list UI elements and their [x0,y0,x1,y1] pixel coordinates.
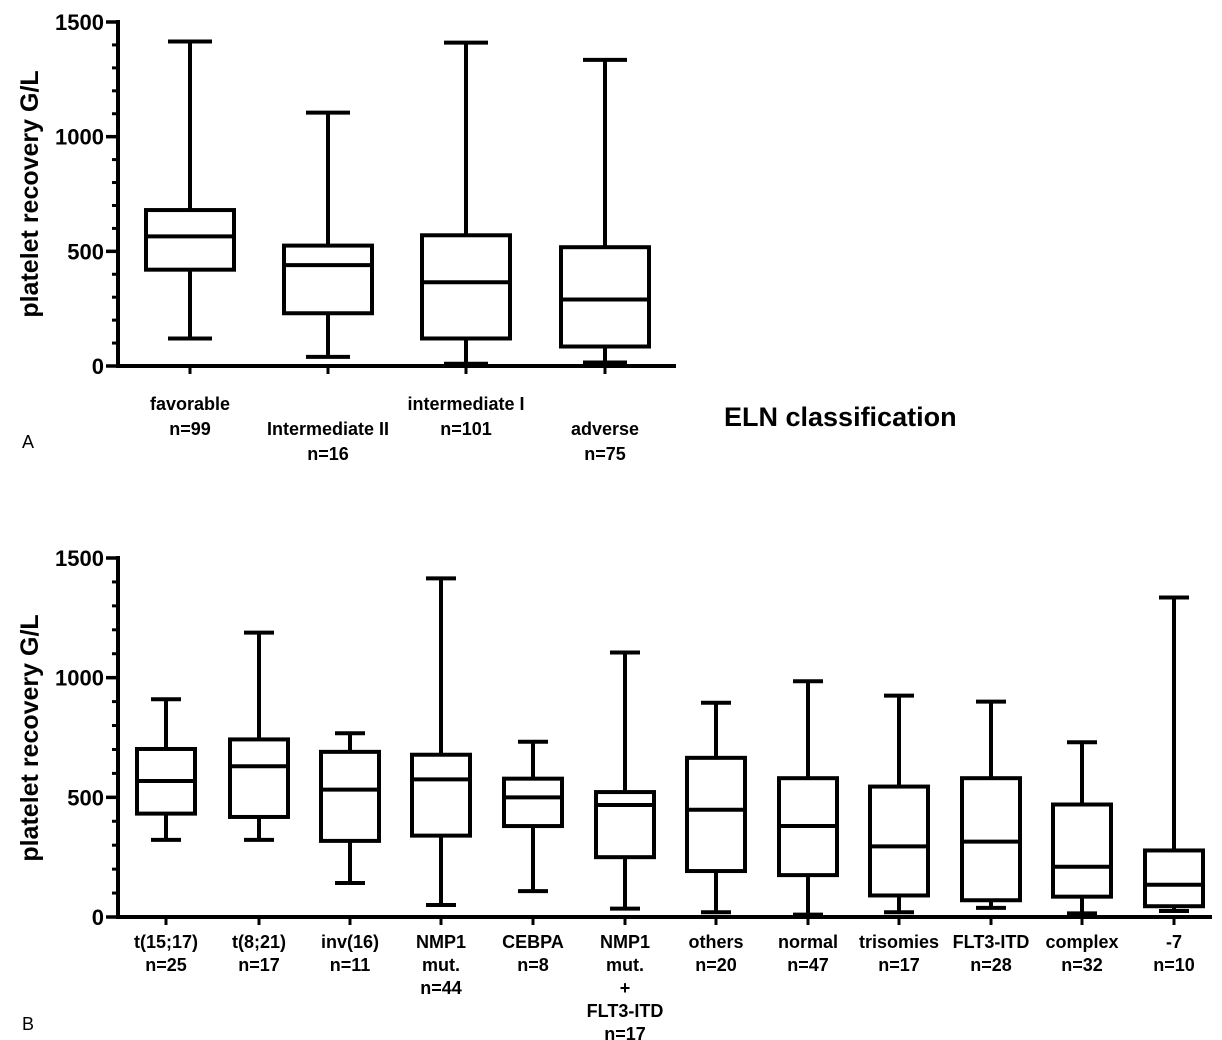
category-label: Intermediate II n=16 [267,419,389,464]
box-plot [777,679,839,917]
category-label: -7 n=10 [1153,932,1195,975]
category-label-line: n=44 [420,978,462,998]
category-label-line: others [688,932,743,952]
category-label: NMP1 mut. + FLT3-ITD n=17 [587,932,664,1040]
category-label: adverse n=75 [571,419,639,464]
category-label-line: FLT3-ITD [587,1001,664,1021]
category-label: complex n=32 [1045,932,1118,975]
y-tick-label: 1000 [55,125,104,150]
panel-a-y-axis-title: platelet recovery G/L [16,70,44,317]
category-label: FLT3-ITD n=28 [953,932,1030,975]
category-label-line: Intermediate II [267,419,389,439]
panel-a: 0 500 1000 1500 favorable n=99 Intermediate II… [55,10,676,464]
iqr-box [502,776,564,829]
category-label-line: n=47 [787,955,829,975]
y-tick-label: 0 [92,905,104,930]
category-label-line: NMP1 [416,932,466,952]
box-plot [410,576,472,908]
category-label-line: favorable [150,394,230,414]
iqr-box [594,790,656,860]
category-label-line: + [620,978,631,998]
category-label-line: n=17 [238,955,280,975]
panel-a-x-axis-title: ELN classification [724,402,957,432]
category-label-line: t(8;21) [232,932,286,952]
y-tick-label: 1000 [55,666,104,691]
category-label-line: inv(16) [321,932,379,952]
box-plot [1051,740,1113,916]
iqr-box [868,784,930,898]
box-plot [960,699,1022,910]
category-label-line: n=17 [604,1024,646,1040]
category-label-line: n=20 [695,955,737,975]
panel-a-letter: A [22,432,34,452]
iqr-box [319,749,381,843]
category-label-line: adverse [571,419,639,439]
category-label-line: mut. [606,955,644,975]
category-label: CEBPA n=8 [502,932,564,975]
category-label-line: normal [778,932,838,952]
category-label: inv(16) n=11 [321,932,379,975]
category-label-line: n=10 [1153,955,1195,975]
iqr-box [685,755,747,874]
box-plot [228,630,290,842]
category-label: NMP1 mut. n=44 [416,932,466,998]
iqr-box [420,233,512,341]
y-tick-label: 500 [67,239,104,264]
category-label-line: n=16 [307,444,349,464]
box-plot [1143,595,1205,914]
box-plot [282,110,374,359]
category-label-line: NMP1 [600,932,650,952]
category-label-line: n=8 [517,955,549,975]
box-plot [594,650,656,911]
iqr-box [559,245,651,349]
category-label-line: t(15;17) [134,932,198,952]
iqr-box [1143,848,1205,909]
box-plot [420,40,512,366]
category-label-line: complex [1045,932,1118,952]
y-tick-label: 500 [67,785,104,810]
iqr-box [282,243,374,316]
category-label: others n=20 [688,932,743,975]
category-label-line: mut. [422,955,460,975]
iqr-box [228,737,290,819]
iqr-box [144,208,236,272]
box-plot [502,739,564,894]
category-label: intermediate I n=101 [407,394,524,439]
y-tick-label: 1500 [55,546,104,571]
category-label-line: n=11 [330,955,371,975]
category-label-line: intermediate I [407,394,524,414]
box-plot [135,697,197,842]
category-label-line: n=32 [1061,955,1103,975]
y-tick-label: 0 [92,354,104,379]
category-label: t(15;17) n=25 [134,932,198,975]
box-plot [319,731,381,886]
box-plot [868,693,930,915]
iqr-box [1051,802,1113,899]
iqr-box [960,776,1022,903]
category-label-line: n=99 [169,419,211,439]
panel-b-y-axis-title: platelet recovery G/L [16,614,44,861]
category-label-line: n=28 [970,955,1012,975]
category-label-line: n=17 [878,955,920,975]
box-plot [685,700,747,915]
y-tick-label: 1500 [55,10,104,35]
box-plot [144,39,236,341]
category-label: normal n=47 [778,932,838,975]
category-label-line: FLT3-ITD [953,932,1030,952]
category-label-line: trisomies [859,932,939,952]
category-label-line: n=101 [440,419,492,439]
panel-b: 0 500 1000 1500 t(15;17) n=25 t(8;21) n=17 inv(1… [55,546,1212,1040]
category-label-line: -7 [1166,932,1182,952]
category-label-line: n=25 [145,955,187,975]
panel-b-letter: B [22,1014,34,1034]
iqr-box [410,752,472,838]
category-label-line: n=75 [584,444,626,464]
category-label: t(8;21) n=17 [232,932,286,975]
category-label: trisomies n=17 [859,932,939,975]
box-plot [559,57,651,365]
category-label: favorable n=99 [150,394,230,439]
category-label-line: CEBPA [502,932,564,952]
